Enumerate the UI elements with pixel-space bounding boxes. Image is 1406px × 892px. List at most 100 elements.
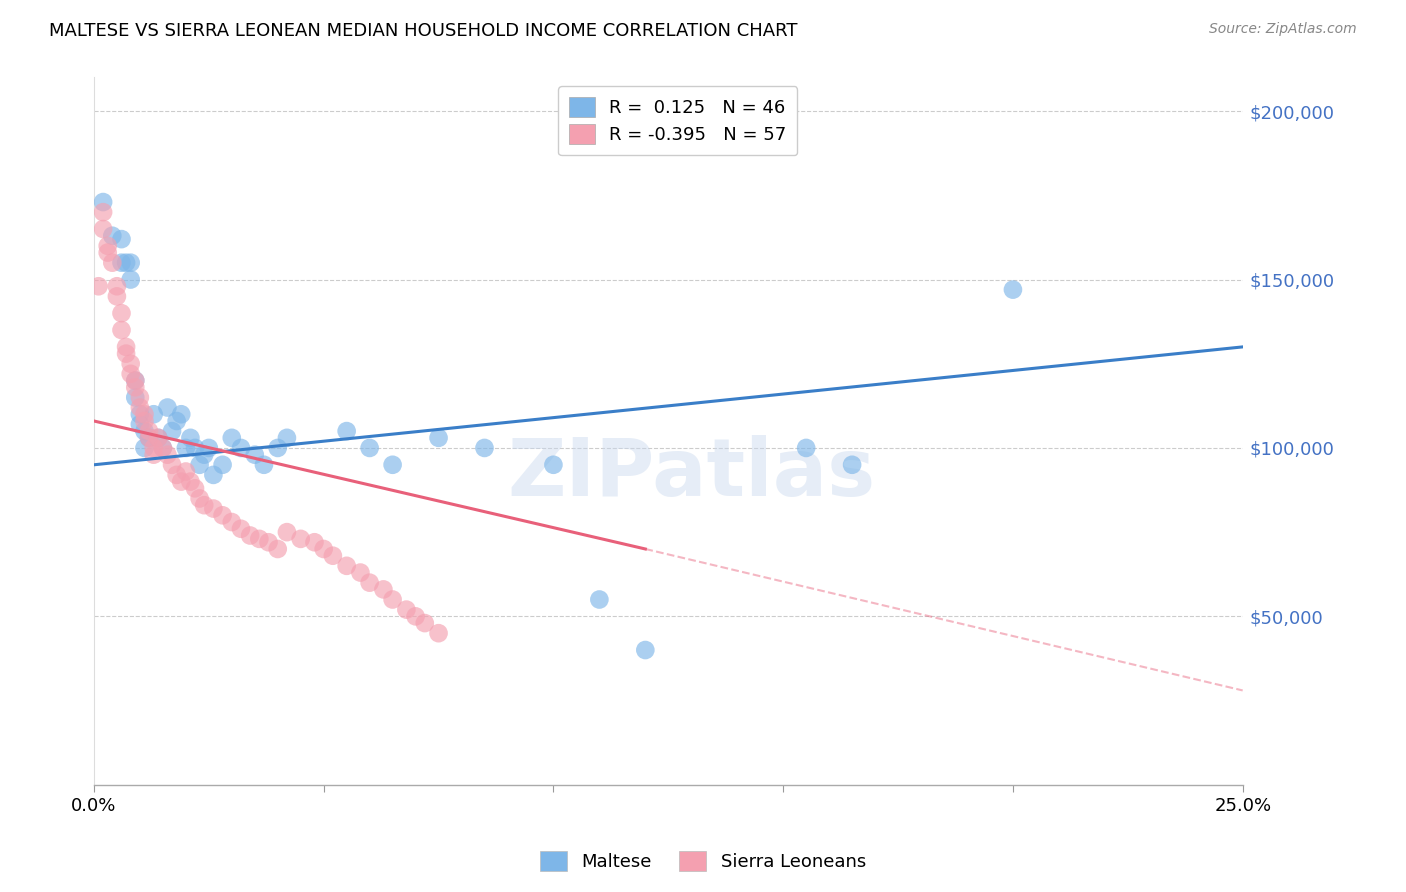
Point — [322, 549, 344, 563]
Point — [91, 222, 114, 236]
Point — [120, 255, 142, 269]
Point — [239, 528, 262, 542]
Point — [188, 491, 211, 506]
Point — [124, 391, 146, 405]
Point — [174, 441, 197, 455]
Point — [170, 475, 193, 489]
Point — [101, 255, 124, 269]
Point — [188, 458, 211, 472]
Point — [138, 431, 160, 445]
Point — [166, 467, 188, 482]
Point — [193, 448, 215, 462]
Point — [184, 481, 207, 495]
Point — [105, 279, 128, 293]
Point — [359, 575, 381, 590]
Point — [427, 431, 450, 445]
Point — [359, 441, 381, 455]
Point — [148, 431, 170, 445]
Point — [160, 424, 183, 438]
Point — [124, 374, 146, 388]
Point — [211, 458, 233, 472]
Point — [110, 232, 132, 246]
Point — [184, 441, 207, 455]
Point — [120, 367, 142, 381]
Point — [179, 431, 201, 445]
Point — [128, 391, 150, 405]
Point — [115, 255, 138, 269]
Point — [134, 414, 156, 428]
Point — [247, 532, 270, 546]
Point — [474, 441, 496, 455]
Point — [395, 602, 418, 616]
Point — [105, 289, 128, 303]
Point — [110, 255, 132, 269]
Point — [101, 228, 124, 243]
Point — [543, 458, 565, 472]
Point — [312, 541, 335, 556]
Point — [290, 532, 312, 546]
Point — [134, 441, 156, 455]
Point — [142, 407, 165, 421]
Point — [221, 431, 243, 445]
Point — [427, 626, 450, 640]
Point — [174, 465, 197, 479]
Point — [841, 458, 863, 472]
Point — [349, 566, 371, 580]
Point — [267, 541, 290, 556]
Point — [229, 441, 252, 455]
Point — [124, 380, 146, 394]
Point — [156, 448, 179, 462]
Point — [588, 592, 610, 607]
Point — [134, 424, 156, 438]
Legend: Maltese, Sierra Leoneans: Maltese, Sierra Leoneans — [533, 844, 873, 879]
Point — [156, 401, 179, 415]
Point — [381, 458, 404, 472]
Point — [276, 525, 298, 540]
Point — [202, 467, 225, 482]
Text: MALTESE VS SIERRA LEONEAN MEDIAN HOUSEHOLD INCOME CORRELATION CHART: MALTESE VS SIERRA LEONEAN MEDIAN HOUSEHO… — [49, 22, 797, 40]
Point — [405, 609, 427, 624]
Point — [1001, 283, 1024, 297]
Point — [253, 458, 276, 472]
Point — [243, 448, 266, 462]
Point — [115, 340, 138, 354]
Point — [138, 431, 160, 445]
Point — [267, 441, 290, 455]
Point — [128, 407, 150, 421]
Point — [170, 407, 193, 421]
Point — [336, 424, 359, 438]
Point — [120, 272, 142, 286]
Point — [794, 441, 817, 455]
Point — [381, 592, 404, 607]
Point — [221, 515, 243, 529]
Point — [276, 431, 298, 445]
Point — [128, 417, 150, 432]
Point — [193, 498, 215, 512]
Point — [110, 323, 132, 337]
Point — [87, 279, 110, 293]
Point — [142, 448, 165, 462]
Point — [91, 205, 114, 219]
Point — [152, 441, 174, 455]
Point — [97, 239, 120, 253]
Point — [211, 508, 233, 523]
Text: Source: ZipAtlas.com: Source: ZipAtlas.com — [1209, 22, 1357, 37]
Point — [634, 643, 657, 657]
Point — [110, 306, 132, 320]
Point — [413, 616, 436, 631]
Point — [91, 195, 114, 210]
Text: ZIPatlas: ZIPatlas — [508, 434, 876, 513]
Point — [336, 558, 359, 573]
Point — [160, 458, 183, 472]
Point — [124, 374, 146, 388]
Point — [97, 245, 120, 260]
Point — [229, 522, 252, 536]
Point — [115, 346, 138, 360]
Point — [152, 441, 174, 455]
Point — [120, 357, 142, 371]
Point — [134, 407, 156, 421]
Point — [142, 441, 165, 455]
Point — [257, 535, 280, 549]
Point — [198, 441, 221, 455]
Point — [148, 431, 170, 445]
